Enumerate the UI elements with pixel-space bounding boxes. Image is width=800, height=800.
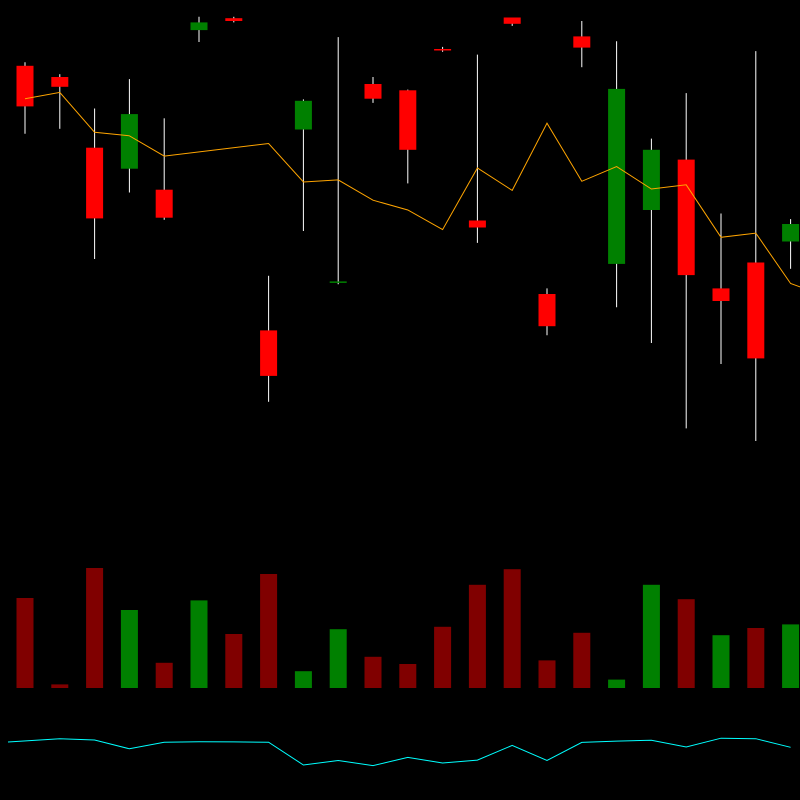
candle <box>225 16 243 23</box>
volume-bar <box>468 584 486 688</box>
candle <box>260 275 278 402</box>
candle-body-down <box>573 36 591 48</box>
candle-body-down <box>747 262 765 359</box>
candle-body-up <box>608 88 626 264</box>
volume-bar <box>747 628 765 688</box>
candle <box>364 77 382 103</box>
candle <box>712 213 730 364</box>
candle-body-down <box>468 220 486 228</box>
candle <box>538 288 556 336</box>
candle-body-up <box>120 114 138 169</box>
candle-body-up <box>642 149 660 210</box>
volume-bar <box>642 584 660 688</box>
candle <box>190 16 208 42</box>
volume-bar <box>608 679 626 688</box>
volume-bar <box>260 574 278 688</box>
volume-bar <box>329 629 347 688</box>
candle <box>642 138 660 343</box>
candle <box>608 41 626 308</box>
volume-bar <box>364 656 382 688</box>
volume-bar <box>294 671 312 688</box>
candle-body-up <box>329 281 347 283</box>
candle-body-down <box>260 330 278 376</box>
price-panel <box>16 16 800 441</box>
candle-body-down <box>51 77 69 87</box>
candle-body-down <box>434 49 452 51</box>
moving-average-line <box>24 91 800 288</box>
volume-bar <box>225 634 243 688</box>
volume-bar <box>503 569 521 688</box>
candle <box>573 21 591 68</box>
candle-body-up <box>782 224 800 242</box>
candle <box>468 54 486 243</box>
volume-bar <box>434 626 452 688</box>
candle-body-down <box>155 189 173 218</box>
candle-body-down <box>16 65 34 107</box>
candle-body-down <box>399 90 417 150</box>
volume-bar <box>51 684 69 688</box>
candle-body-up <box>190 22 208 31</box>
candle-body-down <box>503 17 521 24</box>
candle <box>51 74 69 129</box>
volume-bar <box>399 664 417 688</box>
volume-panel <box>16 568 800 688</box>
candle-body-up <box>294 100 312 130</box>
candle <box>86 108 104 259</box>
indicator-panel <box>7 737 791 767</box>
volume-bar <box>712 635 730 688</box>
candle <box>16 62 34 134</box>
volume-bar <box>782 624 800 688</box>
candle <box>329 37 347 285</box>
volume-bar <box>155 662 173 688</box>
candle <box>294 99 312 231</box>
candle-body-down <box>712 288 730 301</box>
candle <box>677 93 695 429</box>
volume-bar <box>120 610 138 688</box>
volume-bar <box>677 599 695 688</box>
volume-bar <box>538 660 556 688</box>
candle-body-down <box>677 159 695 276</box>
candle <box>399 89 417 184</box>
candle-body-down <box>86 147 104 219</box>
candle <box>155 118 173 220</box>
candle-body-down <box>225 18 243 21</box>
candle <box>782 219 800 269</box>
volume-bar <box>573 632 591 688</box>
volume-bar <box>16 598 34 688</box>
candle <box>503 17 521 26</box>
candle <box>434 46 452 52</box>
indicator-line <box>7 737 791 767</box>
volume-bar <box>86 568 104 688</box>
candle-body-down <box>538 294 556 327</box>
volume-bar <box>190 600 208 688</box>
candle <box>747 51 765 441</box>
candle-body-down <box>364 84 382 99</box>
